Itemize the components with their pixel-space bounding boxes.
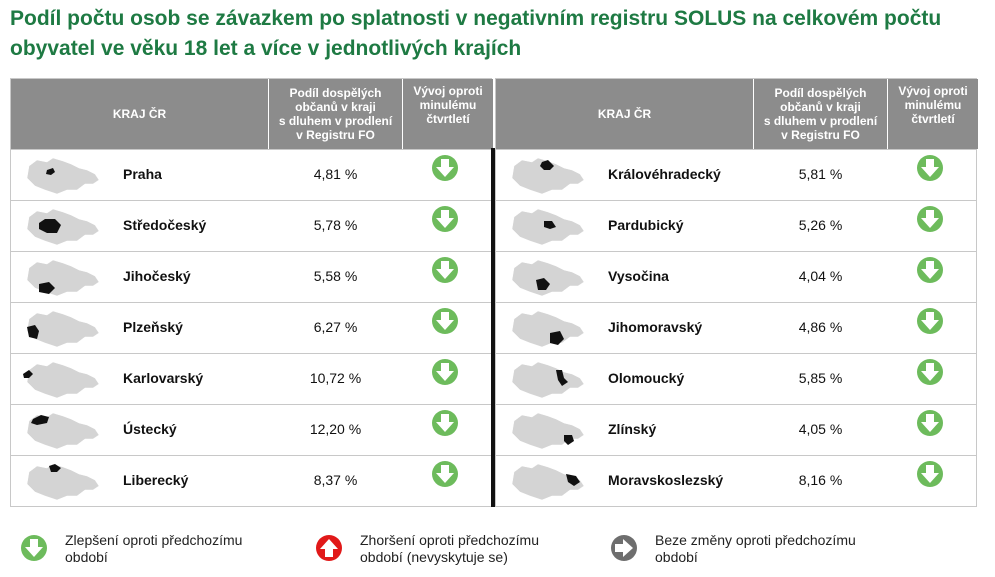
region-share-value: 8,16 %: [798, 472, 843, 488]
region-share-value: 5,85 %: [798, 370, 843, 386]
table-row: Středočeský 5,78 %: [11, 200, 491, 251]
region-map-icon: [26, 310, 100, 348]
gray-right-arrow-icon: [611, 535, 637, 561]
header-region: KRAJ ČR: [496, 79, 753, 149]
table-row: Plzeňský 6,27 %: [11, 302, 491, 353]
legend-same-text: Beze změny oproti předchozímu období: [655, 532, 856, 565]
region-name: Královéhradecký: [608, 166, 721, 182]
table-row: Liberecký 8,37 %: [11, 455, 491, 506]
region-name: Pardubický: [608, 217, 684, 233]
table-row: Olomoucký 5,85 %: [496, 353, 976, 404]
table-row: Pardubický 5,26 %: [496, 200, 976, 251]
region-name: Jihočeský: [123, 268, 191, 284]
green-down-arrow-icon: [917, 410, 943, 436]
region-map-icon: [511, 412, 585, 450]
region-name: Karlovarský: [123, 370, 204, 386]
green-down-arrow-icon: [21, 535, 47, 561]
region-name: Moravskoslezský: [608, 472, 724, 488]
green-down-arrow-icon: [432, 206, 458, 232]
table-row: Vysočina 4,04 %: [496, 251, 976, 302]
table-row: Moravskoslezský 8,16 %: [496, 455, 976, 506]
table-row: Ústecký 12,20 %: [11, 404, 491, 455]
region-share-value: 8,37 %: [313, 472, 358, 488]
header-share: Podíl dospělých občanů v kraji s dluhem …: [269, 79, 402, 149]
header-trend: Vývoj oproti minulému čtvrtletí: [888, 79, 978, 149]
region-share-value: 5,58 %: [313, 268, 358, 284]
green-down-arrow-icon: [917, 155, 943, 181]
column-divider: [491, 148, 495, 507]
table-row: Karlovarský 10,72 %: [11, 353, 491, 404]
region-name: Zlínský: [608, 421, 657, 437]
region-share-value: 4,86 %: [798, 319, 843, 335]
legend-same: Beze změny oproti předchozímu období: [610, 532, 900, 572]
green-down-arrow-icon: [432, 155, 458, 181]
green-down-arrow-icon: [917, 257, 943, 283]
green-down-arrow-icon: [917, 308, 943, 334]
region-map-icon: [511, 157, 585, 195]
region-name: Olomoucký: [608, 370, 685, 386]
region-name: Ústecký: [123, 421, 177, 437]
region-map-icon: [511, 463, 585, 501]
region-map-icon: [511, 259, 585, 297]
region-share-value: 4,81 %: [313, 166, 358, 182]
region-name: Středočeský: [123, 217, 207, 233]
region-map-icon: [511, 310, 585, 348]
page-title: Podíl počtu osob se závazkem po splatnos…: [10, 7, 942, 60]
region-map-icon: [511, 361, 585, 399]
region-name: Praha: [123, 166, 162, 182]
region-map-icon: [26, 259, 100, 297]
region-share-value: 5,81 %: [798, 166, 843, 182]
table-right-panel: KRAJ ČR Podíl dospělých občanů v kraji s…: [495, 78, 978, 507]
region-share-value: 10,72 %: [309, 370, 362, 386]
red-up-arrow-icon: [316, 535, 342, 561]
table-row: Praha 4,81 %: [11, 149, 491, 200]
header-share: Podíl dospělých občanů v kraji s dluhem …: [754, 79, 887, 149]
header-trend: Vývoj oproti minulému čtvrtletí: [403, 79, 493, 149]
green-down-arrow-icon: [917, 461, 943, 487]
legend-worse-text: Zhoršení oproti předchozímu období (nevy…: [360, 532, 539, 565]
table-row: Královéhradecký 5,81 %: [496, 149, 976, 200]
green-down-arrow-icon: [432, 257, 458, 283]
green-down-arrow-icon: [432, 461, 458, 487]
region-name: Plzeňský: [123, 319, 183, 335]
region-name: Liberecký: [123, 472, 189, 488]
table-row: Jihočeský 5,58 %: [11, 251, 491, 302]
region-map-icon: [26, 412, 100, 450]
table-row: Jihomoravský 4,86 %: [496, 302, 976, 353]
region-map-icon: [511, 208, 585, 246]
region-share-value: 12,20 %: [309, 421, 362, 437]
region-share-value: 6,27 %: [313, 319, 358, 335]
region-share-value: 4,05 %: [798, 421, 843, 437]
legend-worse: Zhoršení oproti předchozímu období (nevy…: [315, 532, 605, 572]
green-down-arrow-icon: [432, 308, 458, 334]
region-map-icon: [26, 208, 100, 246]
green-down-arrow-icon: [432, 410, 458, 436]
legend-improve-text: Zlepšení oproti předchozímu období: [65, 532, 243, 565]
region-share-value: 5,78 %: [313, 217, 358, 233]
table-left-panel: KRAJ ČR Podíl dospělých občanů v kraji s…: [10, 78, 493, 507]
region-share-value: 5,26 %: [798, 217, 843, 233]
region-name: Jihomoravský: [608, 319, 703, 335]
header-region: KRAJ ČR: [11, 79, 268, 149]
green-down-arrow-icon: [432, 359, 458, 385]
region-share-value: 4,04 %: [798, 268, 843, 284]
green-down-arrow-icon: [917, 206, 943, 232]
region-name: Vysočina: [608, 268, 669, 284]
legend-improve: Zlepšení oproti předchozímu období: [20, 532, 310, 572]
region-map-icon: [26, 463, 100, 501]
region-map-icon: [26, 157, 100, 195]
region-map-icon: [23, 361, 100, 399]
table-row: Zlínský 4,05 %: [496, 404, 976, 455]
green-down-arrow-icon: [917, 359, 943, 385]
